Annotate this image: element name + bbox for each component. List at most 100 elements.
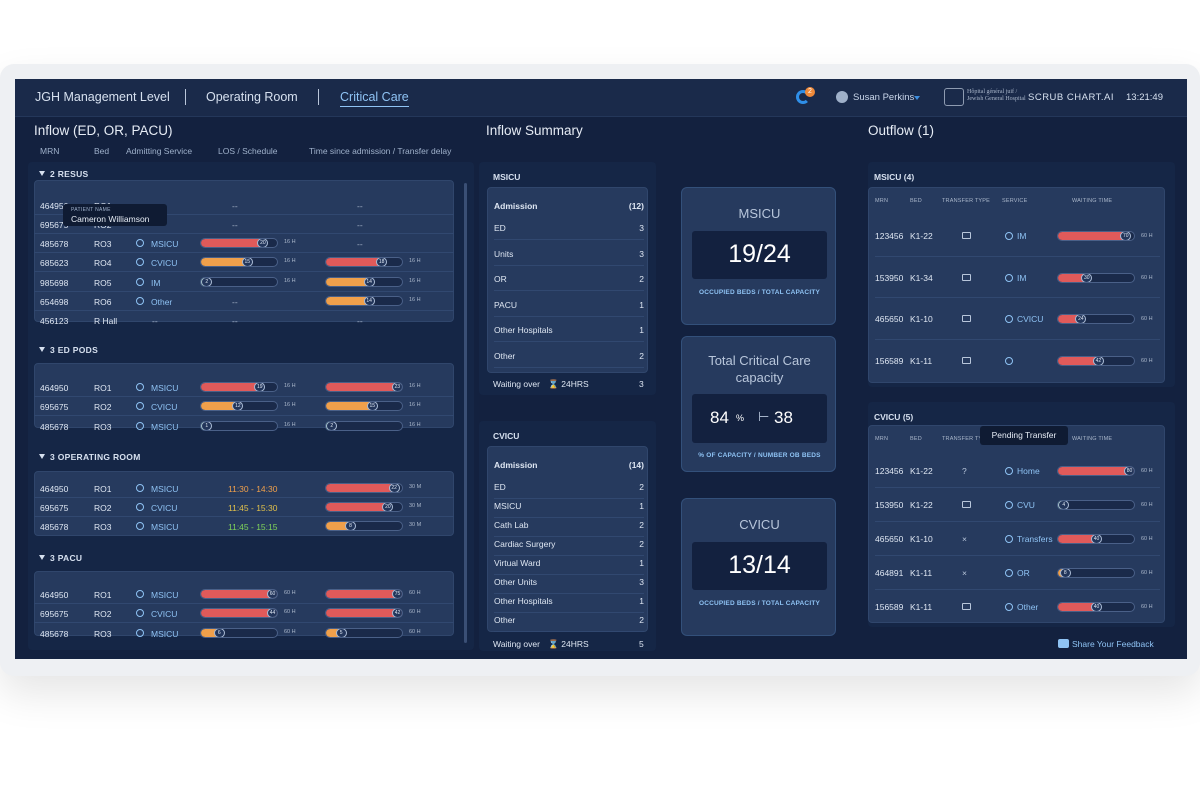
- table-row[interactable]: 485678 RO3 MSICU 11:45 - 15:15 8 30 M: [34, 517, 454, 536]
- kpi-msicu-value-box: 19/24: [692, 231, 827, 279]
- los-cell: --: [232, 220, 238, 230]
- service-cell[interactable]: IM: [1017, 272, 1027, 283]
- table-row[interactable]: 985698 RO5 IM 2 16 H 14 16 H: [34, 273, 454, 292]
- table-row[interactable]: 156589 K1-11 42 60 H: [869, 340, 1166, 382]
- progress-fill: [1058, 603, 1096, 611]
- notification-icon[interactable]: [796, 90, 810, 104]
- summary-row-value: 1: [639, 300, 644, 310]
- inflow-scrollbar[interactable]: [464, 183, 467, 643]
- transfer-type-icon[interactable]: ?: [962, 466, 967, 476]
- transfer-type-icon[interactable]: [962, 501, 971, 508]
- chevron-down-icon[interactable]: [39, 171, 45, 176]
- table-row[interactable]: 465650 K1-10 × Transfers 40 60 H: [869, 522, 1166, 556]
- row-divider: [875, 255, 1160, 257]
- table-row[interactable]: 123456 K1-22? Home 80 60 H: [869, 454, 1166, 488]
- progress-fill: [326, 629, 342, 637]
- table-row[interactable]: 695675 RO2 CVICU 44 60 H 42 60 H: [34, 604, 454, 623]
- transfer-type-icon[interactable]: [962, 232, 971, 239]
- row-divider: [875, 521, 1160, 522]
- bed-cell: RO2: [94, 402, 112, 412]
- group-header[interactable]: 3 PACU: [39, 553, 82, 563]
- table-row[interactable]: 695675 RO2 CVICU 11:45 - 15:30 20 30 M: [34, 498, 454, 517]
- transfer-type-icon[interactable]: ×: [962, 534, 967, 544]
- table-row[interactable]: 485678 RO3 MSICU 1 16 H 2 16 H: [34, 417, 454, 436]
- service-cell[interactable]: Other: [151, 297, 173, 307]
- group-header[interactable]: 2 RESUS: [39, 169, 88, 179]
- bed-cell: K1-11: [910, 602, 933, 612]
- nav-critical-care[interactable]: Critical Care: [340, 90, 409, 107]
- service-cell[interactable]: MSICU: [151, 590, 179, 600]
- table-row[interactable]: 153950 K1-34 IM 30 60 H: [869, 257, 1166, 298]
- table-row[interactable]: 464950 RO1 MSICU 11:30 - 14:30 22 30 M: [34, 479, 454, 498]
- service-cell[interactable]: CVICU: [151, 402, 178, 412]
- service-cell[interactable]: IM: [151, 278, 161, 288]
- table-row[interactable]: 153950 K1-22 CVU 4 60 H: [869, 488, 1166, 522]
- service-cell[interactable]: MSICU: [151, 522, 179, 532]
- service-cell[interactable]: CVU: [1017, 500, 1035, 510]
- bed-cell: K1-22: [910, 466, 933, 476]
- bed-cell: K1-11: [910, 355, 933, 366]
- pending-transfer-tooltip: Pending Transfer: [980, 426, 1068, 445]
- table-row[interactable]: 464950 RO1 MSICU 19 16 H 23 16 H: [34, 378, 454, 397]
- service-cell[interactable]: CVICU: [1017, 314, 1044, 324]
- service-cell[interactable]: MSICU: [151, 383, 179, 393]
- progress-fill: [326, 590, 402, 598]
- kpi-msicu-card: MSICU 19/24 OCCUPIED BEDS / TOTAL CAPACI…: [681, 187, 836, 325]
- table-row[interactable]: 654698 RO6 Other -- 14 16 H: [34, 292, 454, 311]
- mrn-cell: 123456: [875, 231, 904, 241]
- table-row[interactable]: 464950 RO1 MSICU 60 60 H 75 60 H: [34, 585, 454, 604]
- service-cell[interactable]: MSICU: [151, 239, 179, 249]
- table-row[interactable]: 685623 RO4 CVICU 15 16 H 18 16 H: [34, 253, 454, 272]
- transfer-type-icon[interactable]: [962, 603, 971, 610]
- los-hours: 16 H: [284, 383, 296, 389]
- kpi-total-title: Total Critical Care capacity: [708, 353, 811, 385]
- progress-value: 75: [392, 590, 402, 598]
- bed-cell: K1-22: [910, 500, 933, 510]
- table-row[interactable]: 464891 K1-11 × OR 8 60 H: [869, 556, 1166, 590]
- table-row[interactable]: 485678 RO3 MSICU 6 60 H 5 60 H: [34, 624, 454, 643]
- service-cell[interactable]: MSICU: [151, 422, 179, 432]
- table-row[interactable]: 485678 RO3 MSICU 20 16 H --: [34, 234, 454, 253]
- user-name[interactable]: Susan Perkins: [853, 92, 915, 103]
- progress-fill: [201, 383, 259, 391]
- feedback-icon[interactable]: [1058, 639, 1069, 648]
- service-cell[interactable]: MSICU: [151, 629, 179, 639]
- chevron-down-icon[interactable]: [914, 96, 920, 100]
- nav-management-level[interactable]: JGH Management Level: [35, 90, 170, 104]
- summary-row-label: Other Hospitals: [494, 596, 553, 606]
- service-cell[interactable]: CVICU: [151, 609, 178, 619]
- outflow-count: (1): [917, 123, 935, 138]
- service-cell[interactable]: OR: [1017, 568, 1030, 578]
- chevron-down-icon[interactable]: [39, 347, 45, 352]
- transfer-type-icon[interactable]: [962, 273, 971, 281]
- share-feedback-link[interactable]: Share Your Feedback: [1072, 639, 1154, 649]
- service-icon: [1005, 603, 1013, 611]
- table-row[interactable]: 123456 K1-22 IM 70 60 H: [869, 215, 1166, 257]
- service-cell[interactable]: Transfers: [1017, 534, 1053, 544]
- chevron-down-icon[interactable]: [39, 454, 45, 459]
- progress-value: 30: [1081, 273, 1093, 282]
- service-cell[interactable]: MSICU: [151, 484, 179, 494]
- service-cell[interactable]: Other: [1017, 602, 1039, 612]
- table-row[interactable]: 695675 RO2 CVICU 12 16 H 15 16 H: [34, 397, 454, 416]
- service-cell[interactable]: Home: [1017, 466, 1040, 476]
- service-icon: [1005, 501, 1013, 509]
- transfer-type-icon[interactable]: [962, 356, 971, 364]
- progress-bar: 15: [200, 257, 278, 267]
- table-row[interactable]: 156589 K1-11 Other 40 60 H: [869, 590, 1166, 624]
- progress-bar: 15: [325, 401, 403, 411]
- col-admitting-service: Admitting Service: [126, 146, 193, 156]
- table-row[interactable]: 456123 R Hall -- -- --: [34, 311, 454, 330]
- group-header[interactable]: 3 OPERATING ROOM: [39, 452, 141, 462]
- top-header: JGH Management Level Operating Room Crit…: [15, 79, 1187, 117]
- table-row[interactable]: 465650 K1-10 CVICU 24 60 H: [869, 298, 1166, 340]
- service-cell[interactable]: CVICU: [151, 258, 178, 268]
- chevron-down-icon[interactable]: [39, 555, 45, 560]
- service-cell[interactable]: IM: [1017, 231, 1027, 241]
- nav-operating-room[interactable]: Operating Room: [206, 90, 298, 104]
- group-header[interactable]: 3 ED PODS: [39, 345, 98, 355]
- summary-row-label: Other: [494, 351, 516, 361]
- transfer-type-icon[interactable]: [962, 315, 971, 322]
- service-cell[interactable]: CVICU: [151, 503, 178, 513]
- transfer-type-icon[interactable]: ×: [962, 568, 967, 578]
